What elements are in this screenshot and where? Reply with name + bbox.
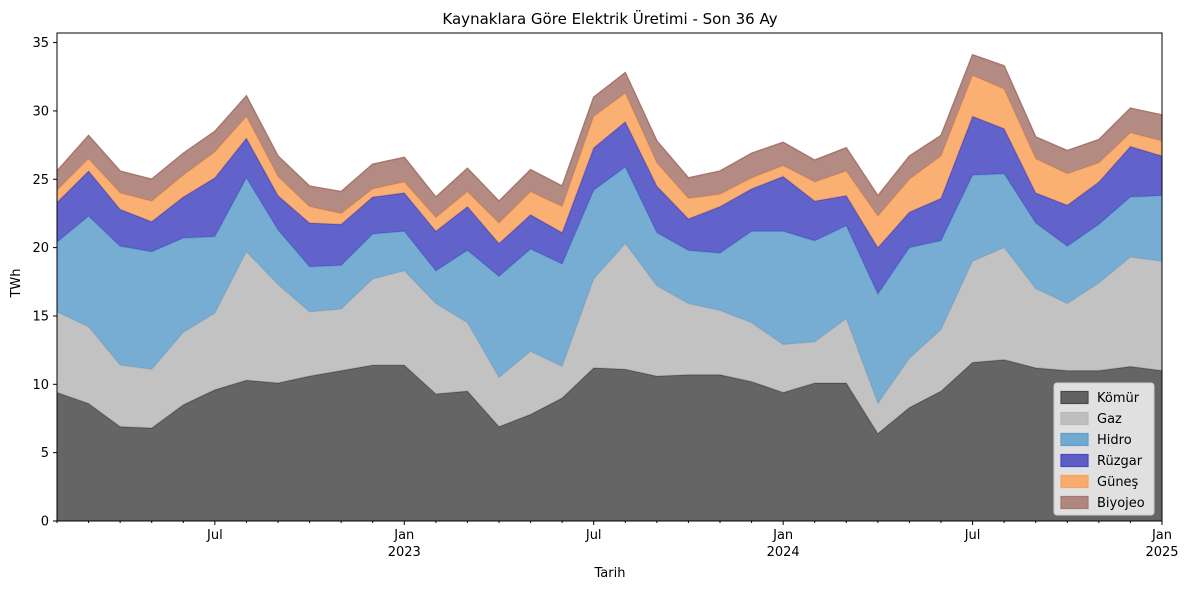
- legend-label-güneş: Güneş: [1097, 475, 1139, 490]
- y-tick-label: 30: [32, 104, 49, 119]
- legend-label-biyojeo: Biyojeo: [1097, 496, 1145, 511]
- x-tick-label: Jan: [393, 528, 414, 543]
- x-tick-label: Jan: [772, 528, 793, 543]
- area-edge-biyojeo: [56, 53, 1163, 203]
- y-tick-label: 5: [41, 446, 49, 461]
- legend-label-gaz: Gaz: [1097, 412, 1122, 427]
- legend-swatch-hidro: [1060, 432, 1089, 447]
- y-tick-label: 25: [32, 173, 49, 188]
- legend-swatch-rüzgar: [1060, 453, 1089, 468]
- area-hidro: [57, 166, 1162, 404]
- y-tick-label: 15: [32, 309, 49, 324]
- area-güneş: [57, 75, 1162, 248]
- legend-label-hidro: Hidro: [1097, 433, 1132, 448]
- area-biyojeo: [57, 54, 1162, 224]
- y-tick-label: 20: [32, 241, 49, 256]
- y-tick-label: 0: [41, 515, 49, 530]
- legend-label-rüzgar: Rüzgar: [1097, 454, 1143, 469]
- x-tick-label: Jul: [585, 528, 602, 543]
- legend-label-kömür: Kömür: [1097, 391, 1140, 406]
- area-layers: [56, 53, 1163, 521]
- x-axis: Jul Jan 2023 Jul Jan 2024 Jul Jan 2025: [56, 521, 1179, 560]
- x-tick-label: Jul: [206, 528, 223, 543]
- y-tick-label: 10: [32, 378, 49, 393]
- area-edge-gaz: [56, 242, 1163, 406]
- chart-title: Kaynaklara Göre Elektrik Üretimi - Son 3…: [442, 9, 777, 28]
- area-gaz: [57, 243, 1162, 434]
- x-tick-label: Jan: [1151, 528, 1172, 543]
- legend-swatch-gaz: [1060, 411, 1089, 426]
- area-kömür: [57, 359, 1162, 521]
- y-tick-label: 35: [32, 36, 49, 51]
- area-rüzgar: [57, 116, 1162, 295]
- x-axis-title: Tarih: [594, 566, 626, 581]
- legend-swatch-kömür: [1060, 390, 1089, 405]
- x-tick-year-label: 2024: [767, 545, 800, 560]
- legend-swatch-biyojeo: [1060, 495, 1089, 510]
- plot-frame: [56, 32, 1163, 522]
- y-axis-title: TWh: [9, 268, 24, 298]
- x-tick-label: Jul: [964, 528, 981, 543]
- area-edge-rüzgar: [56, 115, 1163, 249]
- x-tick-year-label: 2025: [1145, 545, 1178, 560]
- x-tick-year-label: 2023: [388, 545, 421, 560]
- legend-swatch-güneş: [1060, 474, 1089, 489]
- legend: Kömür Gaz Hidro Rüzgar Güneş Biyojeo: [1053, 382, 1155, 516]
- y-axis: 0 5 10 15 20 25 30 35: [32, 36, 57, 530]
